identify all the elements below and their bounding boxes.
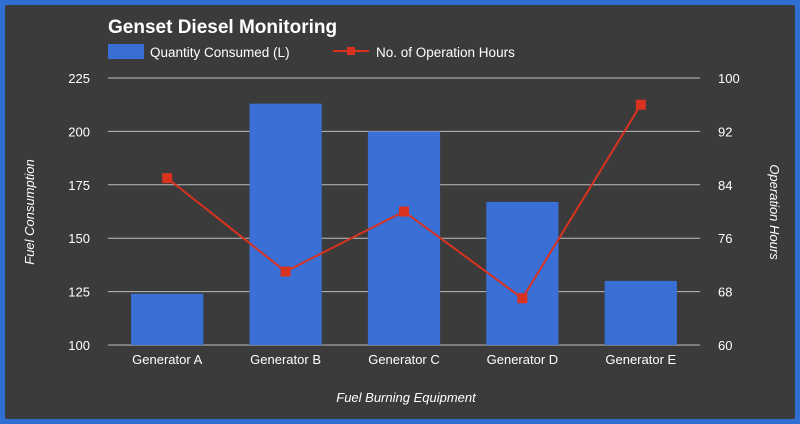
legend: Quantity Consumed (L) No. of Operation H… [108, 44, 515, 60]
right-axis-ticks: 60 68 76 84 92 100 [718, 71, 740, 353]
right-tick-label: 92 [718, 124, 732, 139]
left-tick-label: 100 [68, 338, 90, 353]
hours-point-generator-e [635, 99, 646, 110]
legend-label-line: No. of Operation Hours [376, 45, 515, 60]
legend-line-marker [347, 47, 355, 55]
right-tick-label: 76 [718, 231, 732, 246]
hours-line [162, 99, 646, 304]
x-tick-label: Generator A [132, 352, 202, 367]
chart-title: Genset Diesel Monitoring [108, 17, 337, 38]
x-tick-label: Generator D [487, 352, 559, 367]
left-tick-label: 125 [68, 285, 90, 300]
right-tick-label: 84 [718, 178, 732, 193]
x-axis-title: Fuel Burning Equipment [336, 390, 477, 405]
left-tick-label: 150 [68, 231, 90, 246]
x-axis-ticks: Generator A Generator B Generator C Generat… [132, 352, 676, 367]
left-tick-label: 200 [68, 124, 90, 139]
y-axis-title: Fuel Consumption [22, 159, 37, 265]
x-tick-label: Generator B [250, 352, 321, 367]
bar-generator-d [486, 201, 559, 345]
right-tick-label: 60 [718, 338, 732, 353]
left-tick-label: 175 [68, 178, 90, 193]
left-tick-label: 225 [68, 71, 90, 86]
bar-generator-a [131, 293, 204, 345]
hours-point-generator-d [517, 293, 528, 304]
bar-generator-c [367, 131, 441, 345]
hours-point-generator-a [162, 173, 173, 184]
y2-axis-title: Operation Hours [767, 164, 782, 260]
x-tick-label: Generator C [368, 352, 440, 367]
hours-point-generator-b [280, 266, 291, 277]
legend-label-bars: Quantity Consumed (L) [150, 45, 290, 60]
legend-bar-swatch [108, 44, 144, 59]
bar-generator-b [249, 103, 322, 345]
right-tick-label: 68 [718, 285, 732, 300]
left-axis-ticks: 100 125 150 175 200 225 [68, 71, 90, 353]
right-tick-label: 100 [718, 71, 740, 86]
x-tick-label: Generator E [605, 352, 676, 367]
bars [131, 103, 677, 345]
hours-point-generator-c [399, 206, 409, 217]
bar-generator-e [604, 280, 677, 345]
